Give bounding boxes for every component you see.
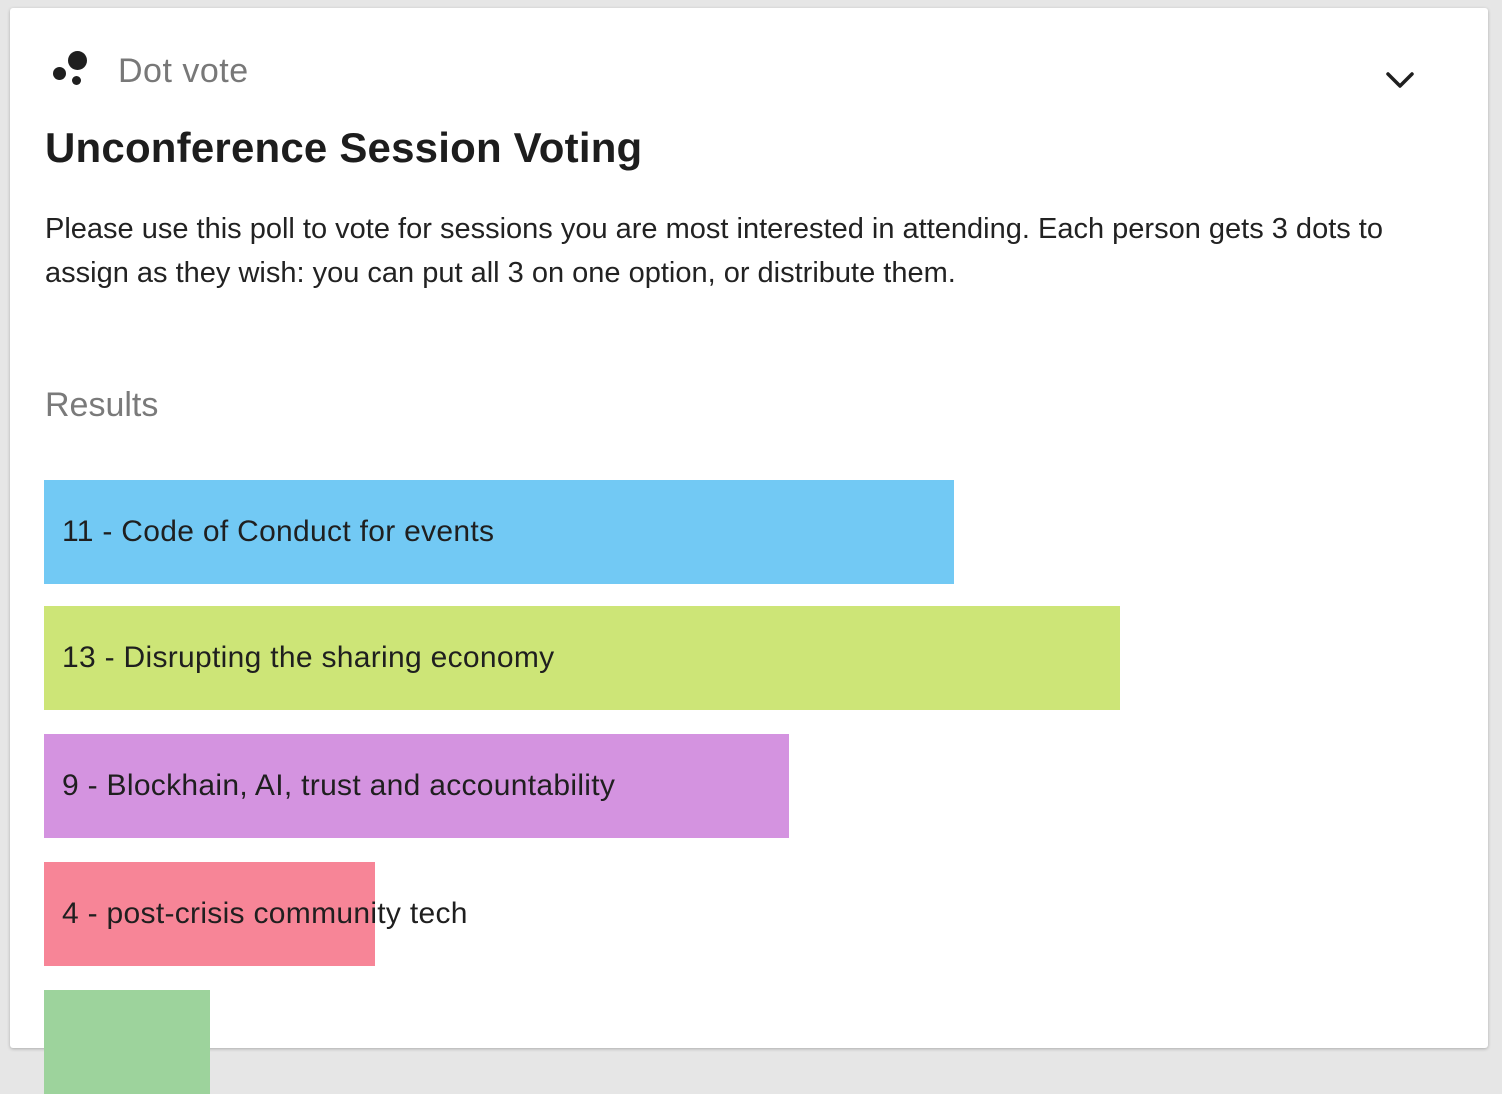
result-row: 4 - post-crisis community tech (44, 862, 1424, 966)
result-label: 9 - Blockhain, AI, trust and accountabil… (62, 769, 616, 802)
result-row: 11 - Code of Conduct for events (44, 480, 1424, 584)
poll-type-label: Dot vote (118, 51, 249, 90)
result-bar (44, 990, 210, 1094)
result-label: 4 - post-crisis community tech (62, 897, 468, 930)
collapse-button[interactable] (1380, 60, 1420, 100)
result-row: 9 - Blockhain, AI, trust and accountabil… (44, 734, 1424, 838)
result-bar (44, 862, 375, 966)
result-label: 11 - Code of Conduct for events (62, 515, 495, 548)
chevron-down-icon (1386, 72, 1414, 88)
results-heading: Results (45, 386, 159, 424)
poll-type-header: Dot vote (52, 48, 249, 94)
dot-vote-icon (52, 51, 92, 91)
result-label: 13 - Disrupting the sharing economy (62, 641, 555, 674)
poll-title: Unconference Session Voting (45, 124, 643, 171)
result-bar (44, 480, 954, 584)
result-row (44, 990, 1424, 1094)
poll-card: Dot vote Unconference Session Voting Ple… (10, 8, 1488, 1094)
result-bar (44, 606, 1120, 710)
poll-description: Please use this poll to vote for session… (45, 213, 1383, 289)
result-bar (44, 734, 789, 838)
result-row: 13 - Disrupting the sharing economy (44, 606, 1424, 710)
